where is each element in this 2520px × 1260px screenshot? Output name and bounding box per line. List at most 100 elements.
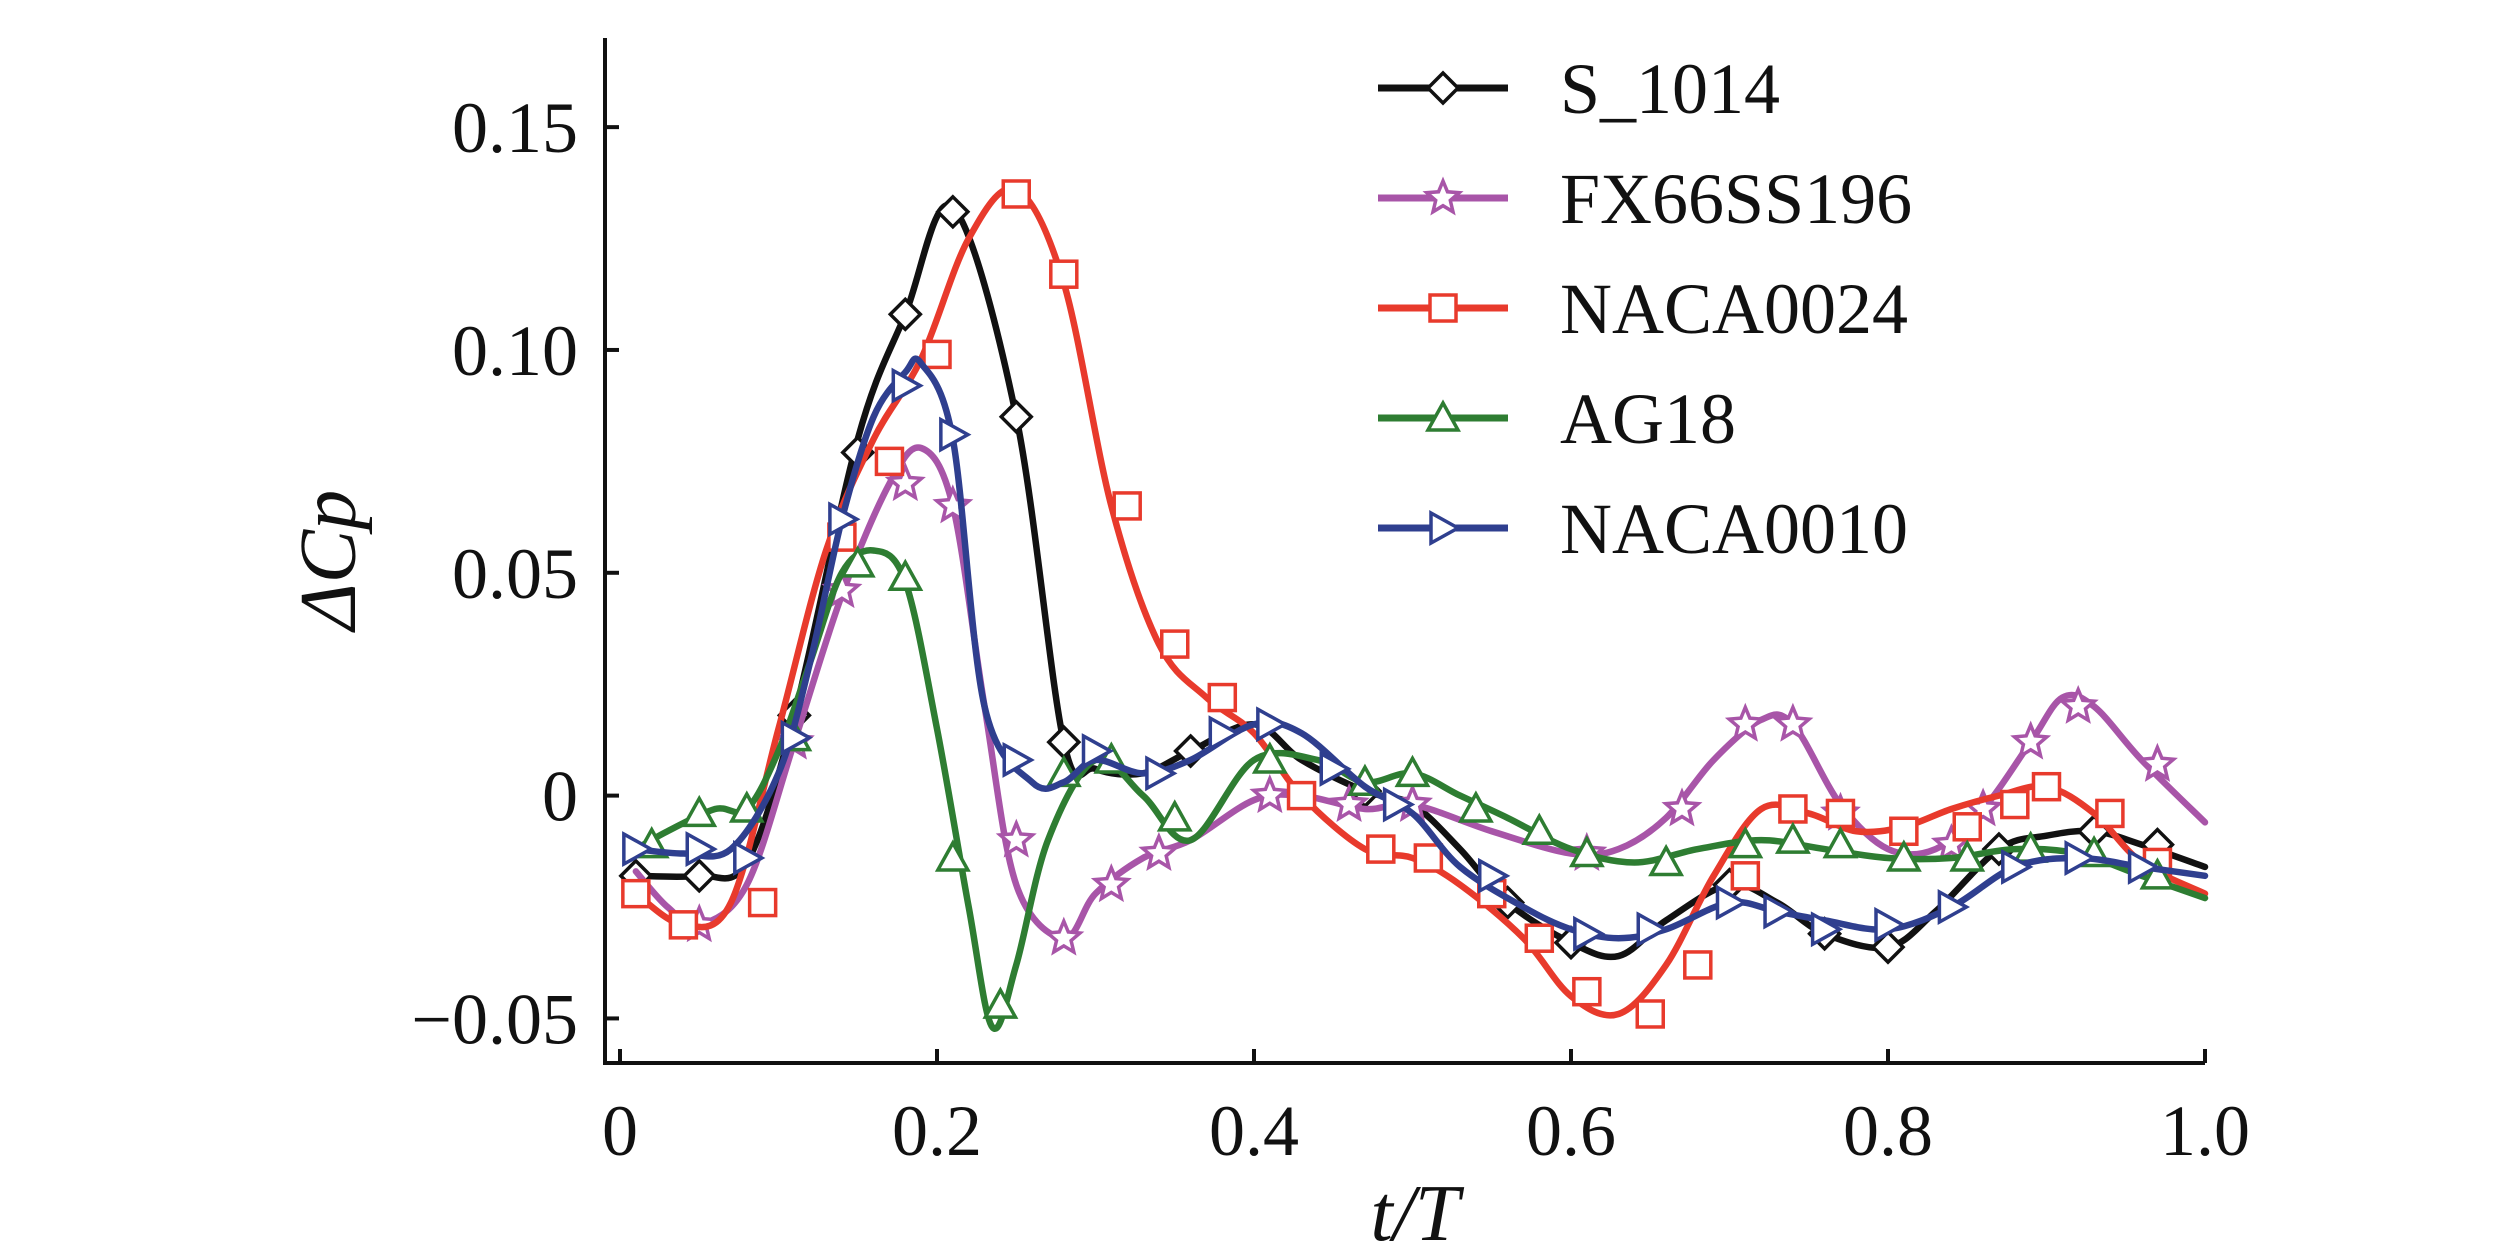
legend-marker [1422, 176, 1464, 216]
x-tick-label: 0.6 [1526, 1091, 1616, 1171]
data-point-marker [1049, 259, 1079, 289]
data-point-marker [935, 194, 971, 230]
data-point-marker [733, 840, 766, 876]
series-NACA0010 [622, 355, 2209, 952]
data-point-marker [1825, 798, 1856, 829]
series-line [632, 185, 2209, 1019]
data-point-marker [2000, 789, 2030, 820]
legend-label: AG18 [1560, 379, 1736, 459]
data-point-marker [2064, 840, 2097, 876]
data-point-marker [1208, 715, 1241, 752]
data-point-marker [1319, 750, 1352, 787]
x-tick-label: 0.4 [1209, 1091, 1299, 1171]
data-point-marker [1952, 812, 1982, 842]
x-axis-title: t/T [1371, 1170, 1465, 1258]
data-point-marker [1138, 831, 1180, 871]
data-point-marker [1145, 755, 1178, 792]
data-point-marker [2127, 848, 2161, 885]
legend-marker [1428, 293, 1458, 323]
legend-marker [1425, 70, 1461, 106]
series-AG18 [632, 545, 2209, 1033]
data-point-marker [1382, 786, 1416, 823]
data-point-marker [1772, 702, 1814, 742]
data-point-marker [747, 887, 778, 918]
data-point-marker [1112, 491, 1142, 521]
legend: S_1014 FX66SS196 NACA0024 AG18 NACA0010 [1378, 49, 1912, 569]
data-point-marker [839, 545, 876, 578]
data-point-marker [1778, 794, 1808, 824]
data-point-marker [685, 831, 718, 868]
data-point-marker [1661, 787, 1703, 827]
data-point-marker [1937, 889, 1971, 925]
data-point-marker [1043, 916, 1085, 956]
data-point-marker [668, 910, 699, 940]
y-tick-label: 0.10 [452, 311, 578, 391]
legend-entry: NACA0010 [1378, 489, 1908, 569]
data-point-marker [1413, 843, 1444, 873]
x-tick-label: 1.0 [2160, 1091, 2250, 1171]
data-point-marker [828, 501, 861, 538]
data-point-marker [1572, 976, 1602, 1007]
y-tick-label: 0.05 [452, 534, 578, 614]
y-tick-label: 0 [542, 757, 578, 837]
data-point-marker [995, 818, 1037, 858]
y-tick-label: 0.15 [452, 88, 578, 168]
y-tick-label: −0.05 [411, 979, 578, 1059]
data-point-marker [1683, 950, 1713, 980]
data-point-marker [934, 839, 971, 872]
data-point-marker [1885, 839, 1922, 872]
x-tick-label: 0.8 [1843, 1091, 1933, 1171]
data-point-marker [1874, 906, 1907, 943]
data-point-marker [1156, 799, 1193, 832]
data-point-marker [1001, 179, 1031, 209]
legend-label: NACA0010 [1560, 489, 1908, 569]
data-point-marker [1328, 782, 1370, 822]
legend-entry: S_1014 [1378, 49, 1780, 129]
data-point-marker [1648, 843, 1685, 877]
data-point-marker [780, 719, 813, 756]
data-point-marker [1870, 929, 1906, 965]
y-axis-title: ΔCp [285, 490, 373, 633]
data-point-marker [2057, 684, 2099, 724]
data-point-marker [2001, 848, 2034, 885]
data-point-marker [1457, 790, 1494, 823]
data-point-marker [1249, 774, 1291, 814]
data-point-marker [922, 339, 952, 370]
data-point-marker [681, 858, 717, 894]
data-point-marker [1521, 812, 1558, 846]
data-point-marker [939, 416, 972, 453]
data-point-marker [887, 558, 924, 591]
data-point-marker [621, 878, 651, 909]
data-point-marker [1207, 682, 1238, 713]
data-point-marker [1715, 884, 1749, 921]
data-point-marker [1046, 724, 1082, 760]
data-point-marker [681, 794, 718, 828]
data-point-marker [1724, 702, 1766, 742]
series-layer [618, 179, 2209, 1033]
legend-entry: NACA0024 [1378, 269, 1908, 349]
legend-entry: AG18 [1378, 379, 1736, 459]
data-point-marker [1256, 706, 1289, 743]
data-point-marker [1635, 999, 1665, 1029]
data-point-marker [874, 446, 905, 477]
data-point-marker [1822, 826, 1859, 859]
data-point-marker [2095, 798, 2125, 829]
data-point-marker [1810, 911, 1844, 948]
x-tick-label: 0 [602, 1091, 638, 1171]
data-point-marker [1366, 834, 1396, 864]
data-point-marker [2139, 857, 2176, 890]
data-point-marker [891, 367, 924, 404]
data-point-marker [998, 399, 1034, 435]
x-tick-label: 0.2 [892, 1091, 982, 1171]
ticks-layer: 0 0.2 0.4 0.6 0.8 1.0 −0.05 0 0.05 0.10 0.15 [411, 88, 2250, 1171]
legend-marker [1429, 510, 1462, 546]
data-point-marker [1636, 911, 1669, 948]
data-point-marker [2010, 720, 2052, 760]
data-point-marker [2136, 742, 2178, 782]
data-point-marker [884, 462, 926, 502]
legend-label: S_1014 [1560, 49, 1780, 129]
series-NACA0024 [621, 179, 2209, 1029]
series-line [632, 201, 2209, 961]
data-point-marker [887, 296, 923, 332]
